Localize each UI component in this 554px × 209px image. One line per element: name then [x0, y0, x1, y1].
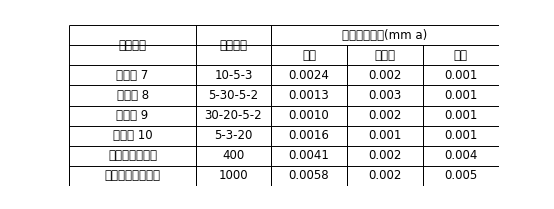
Text: 实施例 7: 实施例 7 — [116, 69, 148, 82]
Text: 5-3-20: 5-3-20 — [214, 129, 253, 142]
Text: 0.0013: 0.0013 — [289, 89, 330, 102]
Text: 10-5-3: 10-5-3 — [214, 69, 253, 82]
Text: 黄铜: 黄铜 — [454, 49, 468, 62]
Text: 0.001: 0.001 — [444, 69, 478, 82]
Text: 醈酸盐系缓蚀剂: 醈酸盐系缓蚀剂 — [108, 149, 157, 162]
Text: 1000: 1000 — [219, 169, 248, 182]
Text: 投加浓度: 投加浓度 — [219, 39, 248, 52]
Text: 0.002: 0.002 — [368, 169, 402, 182]
Text: 0.002: 0.002 — [368, 69, 402, 82]
Text: 实施例 10: 实施例 10 — [113, 129, 152, 142]
Text: 0.0016: 0.0016 — [289, 129, 330, 142]
Text: 实施例 9: 实施例 9 — [116, 109, 148, 122]
Text: 实施例 8: 实施例 8 — [116, 89, 148, 102]
Text: 0.002: 0.002 — [368, 149, 402, 162]
Text: 0.001: 0.001 — [444, 109, 478, 122]
Text: 400: 400 — [222, 149, 245, 162]
Text: 0.003: 0.003 — [368, 89, 402, 102]
Text: 亚祀酸盐系缓蚀剂: 亚祀酸盐系缓蚀剂 — [105, 169, 161, 182]
Text: 挂片腐蚀速率(mm a): 挂片腐蚀速率(mm a) — [342, 29, 428, 42]
Text: 0.0024: 0.0024 — [289, 69, 330, 82]
Text: 30-20-5-2: 30-20-5-2 — [204, 109, 262, 122]
Text: 0.001: 0.001 — [368, 129, 402, 142]
Text: 0.0058: 0.0058 — [289, 169, 330, 182]
Text: 0.004: 0.004 — [444, 149, 478, 162]
Text: 5-30-5-2: 5-30-5-2 — [208, 89, 259, 102]
Text: 0.005: 0.005 — [444, 169, 478, 182]
Text: 药剂品种: 药剂品种 — [119, 39, 147, 52]
Text: 不锈锂: 不锈锂 — [375, 49, 396, 62]
Text: 0.001: 0.001 — [444, 129, 478, 142]
Text: 0.0041: 0.0041 — [289, 149, 330, 162]
Text: 0.001: 0.001 — [444, 89, 478, 102]
Text: 0.0010: 0.0010 — [289, 109, 330, 122]
Text: 碳锂: 碳锂 — [302, 49, 316, 62]
Text: 0.002: 0.002 — [368, 109, 402, 122]
